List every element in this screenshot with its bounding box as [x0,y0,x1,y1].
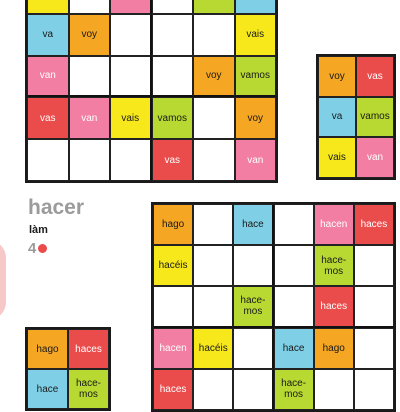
red-dot-icon [38,244,48,253]
grid-cell: haces [353,204,394,246]
grid-cell[interactable] [193,204,234,246]
grid-cell[interactable] [151,0,193,14]
grid-cell[interactable] [353,245,394,287]
grid-cell[interactable] [353,327,394,369]
answer-key-ir: voy vas va vamos vais van [316,54,396,180]
grid-cell: va [27,13,69,56]
grid-cell: hace [27,369,68,409]
grid-cell[interactable] [233,327,274,369]
grid-cell[interactable] [193,286,234,328]
grid-cell: hace- mos [273,368,314,410]
grid-cell[interactable] [233,245,274,287]
grid-cell: vas [151,139,193,181]
grid-cell[interactable] [151,55,193,98]
grid-cell[interactable] [153,286,194,328]
grid-cell[interactable] [273,204,314,246]
grid-cell: van [68,97,110,140]
grid-cell[interactable] [193,245,234,287]
grid-cell: voy [193,55,235,98]
grid-cell[interactable] [68,55,110,98]
grid-cell[interactable] [193,97,235,140]
grid-cell[interactable] [353,286,394,328]
grid-cell: van [356,137,394,178]
grid-cell: van [27,55,69,98]
grid-cell: hace [233,204,274,246]
grid-cell: vas [27,0,69,14]
grid-cell: vais [234,13,276,56]
grid-cell: haces [68,329,109,369]
grid-cell: hace- mos [68,369,109,409]
grid-cell: vas [356,56,394,97]
grid-cell: van [234,139,276,181]
grid-cell[interactable] [151,13,193,56]
verb-translation: làm [29,224,48,236]
grid-cell: hace- mos [233,286,274,328]
grid-cell: vamos [356,96,394,138]
page-edge-decoration [0,240,6,320]
grid-cell[interactable] [110,13,152,56]
grid-cell[interactable] [353,368,394,410]
sudoku-grid-hacer: hago hace hacen haces hacéis hace- mos hace- m… [151,202,396,412]
grid-cell: hago [153,204,194,246]
grid-cell[interactable] [273,245,314,287]
grid-cell: hacen [313,204,354,246]
grid-cell: hacéis [153,245,194,287]
grid-cell: hago [313,327,354,369]
grid-cell[interactable] [273,286,314,328]
grid-cell[interactable] [193,0,235,14]
grid-cell: hacen [153,327,194,369]
grid-cell[interactable] [110,0,152,14]
grid-cell: vais [318,137,356,178]
grid-cell: hace- mos [313,245,354,287]
grid-cell: hago [27,329,68,369]
grid-cell: haces [153,368,194,410]
grid-cell: vas [27,97,69,140]
grid-cell: va [318,96,356,138]
grid-cell: hace [273,327,314,369]
grid-cell: haces [313,286,354,328]
verb-title: hacer [28,196,85,219]
grid-cell: hacéis [193,327,234,369]
sudoku-grid-ir: vasvavoyvaisvanvoyvamosvasvanvaisvamosvo… [25,0,278,183]
grid-cell[interactable] [68,139,110,181]
grid-cell[interactable] [233,368,274,410]
grid-cell: vais [110,97,152,140]
grid-cell: voy [68,13,110,56]
grid-cell[interactable] [234,0,276,14]
puzzle-number-label: 4 [28,240,37,257]
grid-cell[interactable] [110,139,152,181]
grid-cell[interactable] [193,139,235,181]
puzzle-number: 4 [28,240,48,257]
grid-cell[interactable] [193,368,234,410]
answer-key-hacer: hago haces hace hace- mos [25,327,111,411]
grid-cell: vamos [151,97,193,140]
grid-cell[interactable] [313,368,354,410]
grid-cell[interactable] [27,139,69,181]
grid-cell[interactable] [193,13,235,56]
grid-cell: voy [318,56,356,97]
grid-cell[interactable] [68,0,110,14]
grid-cell[interactable] [110,55,152,98]
grid-cell: vamos [234,55,276,98]
grid-cell: voy [234,97,276,140]
